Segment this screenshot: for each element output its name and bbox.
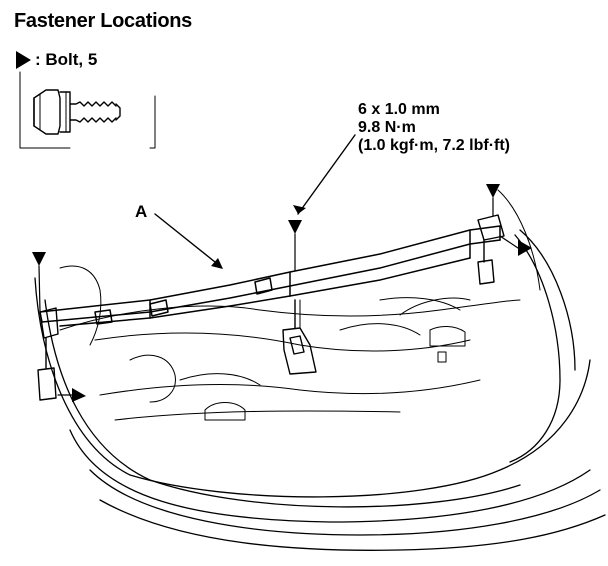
bolt-marker-right-lower-icon (518, 240, 532, 256)
torque-spec-imperial: (1.0 kgf·m, 7.2 lbf·ft) (358, 137, 511, 154)
bolt-markers (32, 184, 532, 402)
bolt-inset-frame (19, 71, 156, 149)
trunk-opening (59, 265, 521, 421)
torque-spec: 6 x 1.0 mm 9.8 N·m (1.0 kgf·m, 7.2 lbf·f… (358, 101, 510, 155)
bolt-icon (33, 89, 121, 135)
spec-leader-line (293, 134, 356, 215)
bolt-marker-center-icon (288, 220, 302, 234)
torque-spec-size: 6 x 1.0 mm (358, 101, 440, 118)
bolt-marker-icon (16, 51, 31, 69)
legend-label: : Bolt, 5 (35, 50, 98, 69)
right-mount-bracket (477, 214, 505, 285)
bolt-marker-left-upper-icon (32, 252, 46, 266)
bolt-marker-left-lower-icon (72, 388, 86, 402)
rear-bumper-outline (34, 189, 606, 551)
callout-a-label: A (135, 202, 148, 221)
legend-row: : Bolt, 5 (16, 50, 97, 70)
callout-a-leader (154, 213, 223, 269)
torque-spec-nm: 9.8 N·m (358, 119, 416, 136)
bolt-marker-stems (38, 197, 519, 396)
diagram-title: Fastener Locations (14, 10, 192, 32)
bolt-marker-right-upper-icon (486, 184, 500, 198)
left-mount-bracket (37, 307, 59, 401)
center-mount-bracket (282, 299, 317, 375)
